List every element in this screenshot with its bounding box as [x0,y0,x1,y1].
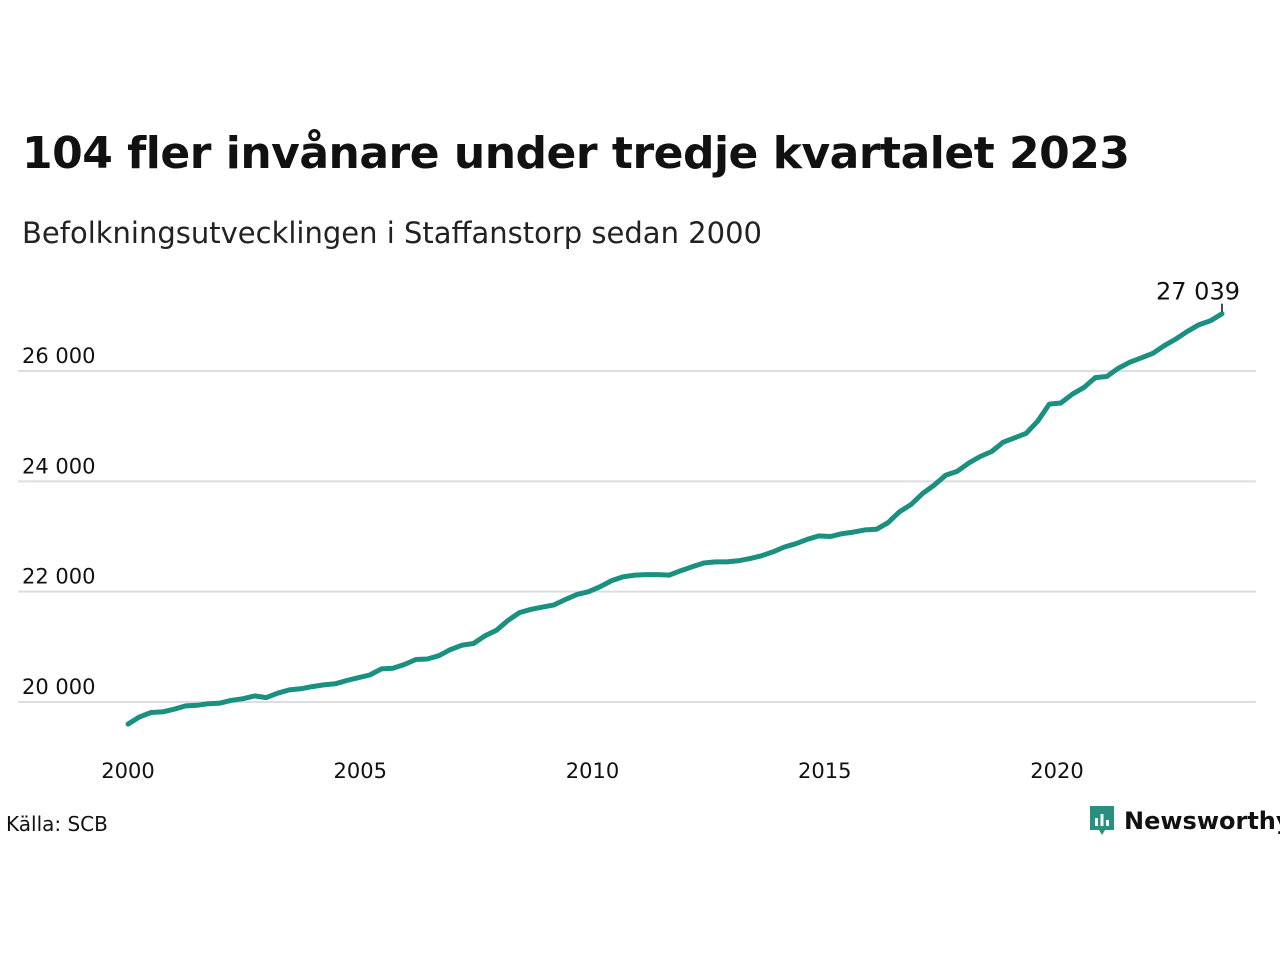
grid-lines [18,370,1256,703]
chart-title: 104 fler invånare under tredje kvartalet… [22,128,1130,179]
y-tick-label: 26 000 [22,344,95,368]
x-tick-label: 2020 [1030,759,1083,783]
brand-name: Newsworthy [1124,807,1280,835]
end-value-label: 27 039 [1156,278,1240,306]
y-tick-label: 20 000 [22,675,95,699]
source-note: Källa: SCB [6,812,108,836]
newsworthy-logo: Newsworthy [1088,804,1280,838]
x-tick-label: 2010 [566,759,619,783]
newsworthy-logo-icon [1090,806,1114,835]
population-series-line [125,311,1225,727]
x-tick-label: 2015 [798,759,851,783]
chart-subtitle: Befolkningsutvecklingen i Staffanstorp s… [22,216,762,250]
y-tick-label: 24 000 [22,454,95,478]
y-tick-label: 22 000 [22,565,95,589]
x-tick-label: 2005 [334,759,387,783]
x-tick-label: 2000 [101,759,154,783]
x-axis-ticks: 2000 2005 2010 2015 2020 [101,759,1083,783]
y-axis-ticks: 20 000 22 000 24 000 26 000 [22,344,95,699]
